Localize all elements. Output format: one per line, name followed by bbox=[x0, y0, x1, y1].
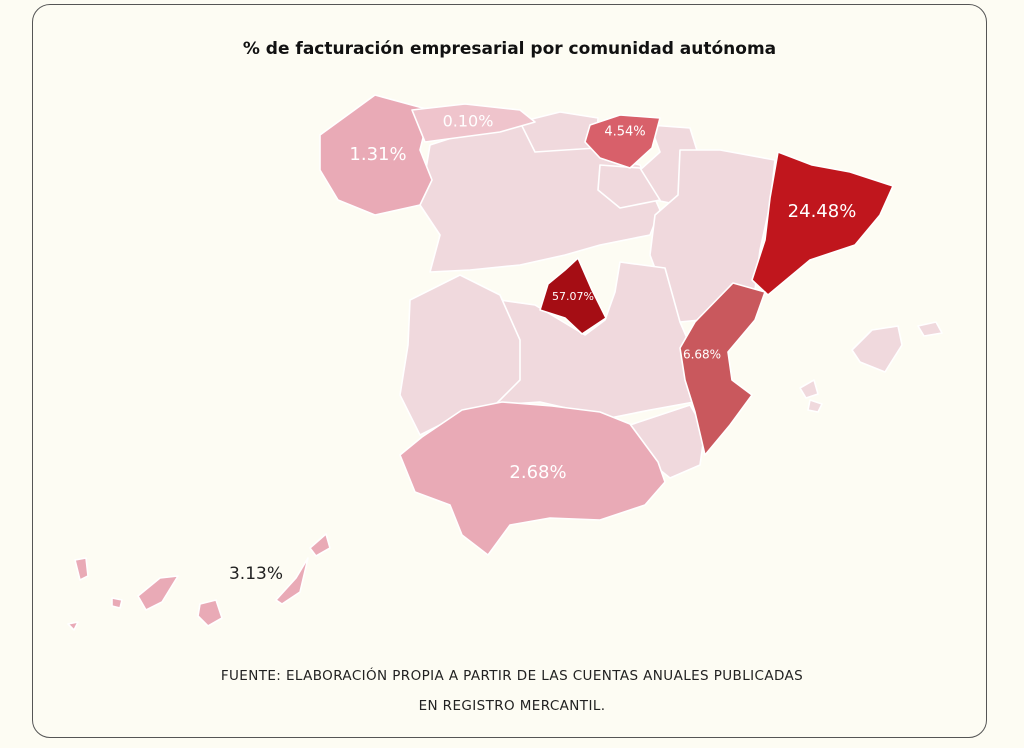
region-canarias[interactable] bbox=[67, 533, 331, 631]
label-cataluna: 24.48% bbox=[788, 201, 857, 222]
region-cantabria[interactable] bbox=[519, 111, 599, 153]
source-line-1: FUENTE: ELABORACIÓN PROPIA A PARTIR DE L… bbox=[220, 668, 804, 684]
source-line-2: EN REGISTRO MERCANTIL. bbox=[418, 698, 606, 714]
label-asturias: 0.10% bbox=[443, 112, 494, 131]
map-title: % de facturación empresarial por comunid… bbox=[242, 39, 777, 59]
region-andalucia[interactable] bbox=[399, 401, 666, 556]
label-pais-vasco: 4.54% bbox=[604, 125, 645, 140]
label-andalucia: 2.68% bbox=[509, 462, 566, 483]
region-galicia[interactable] bbox=[319, 94, 433, 216]
region-pais-vasco[interactable] bbox=[584, 114, 661, 169]
label-canarias: 3.13% bbox=[229, 564, 283, 584]
region-madrid[interactable] bbox=[539, 257, 607, 335]
region-asturias[interactable] bbox=[411, 103, 536, 143]
region-cataluna[interactable] bbox=[751, 151, 894, 296]
region-la-rioja[interactable] bbox=[597, 164, 661, 209]
label-madrid: 57.07% bbox=[552, 290, 594, 303]
region-valencia[interactable] bbox=[679, 282, 766, 456]
label-valencia: 6.68% bbox=[683, 348, 721, 362]
region-baleares[interactable] bbox=[799, 321, 943, 413]
label-galicia: 1.31% bbox=[349, 144, 406, 165]
